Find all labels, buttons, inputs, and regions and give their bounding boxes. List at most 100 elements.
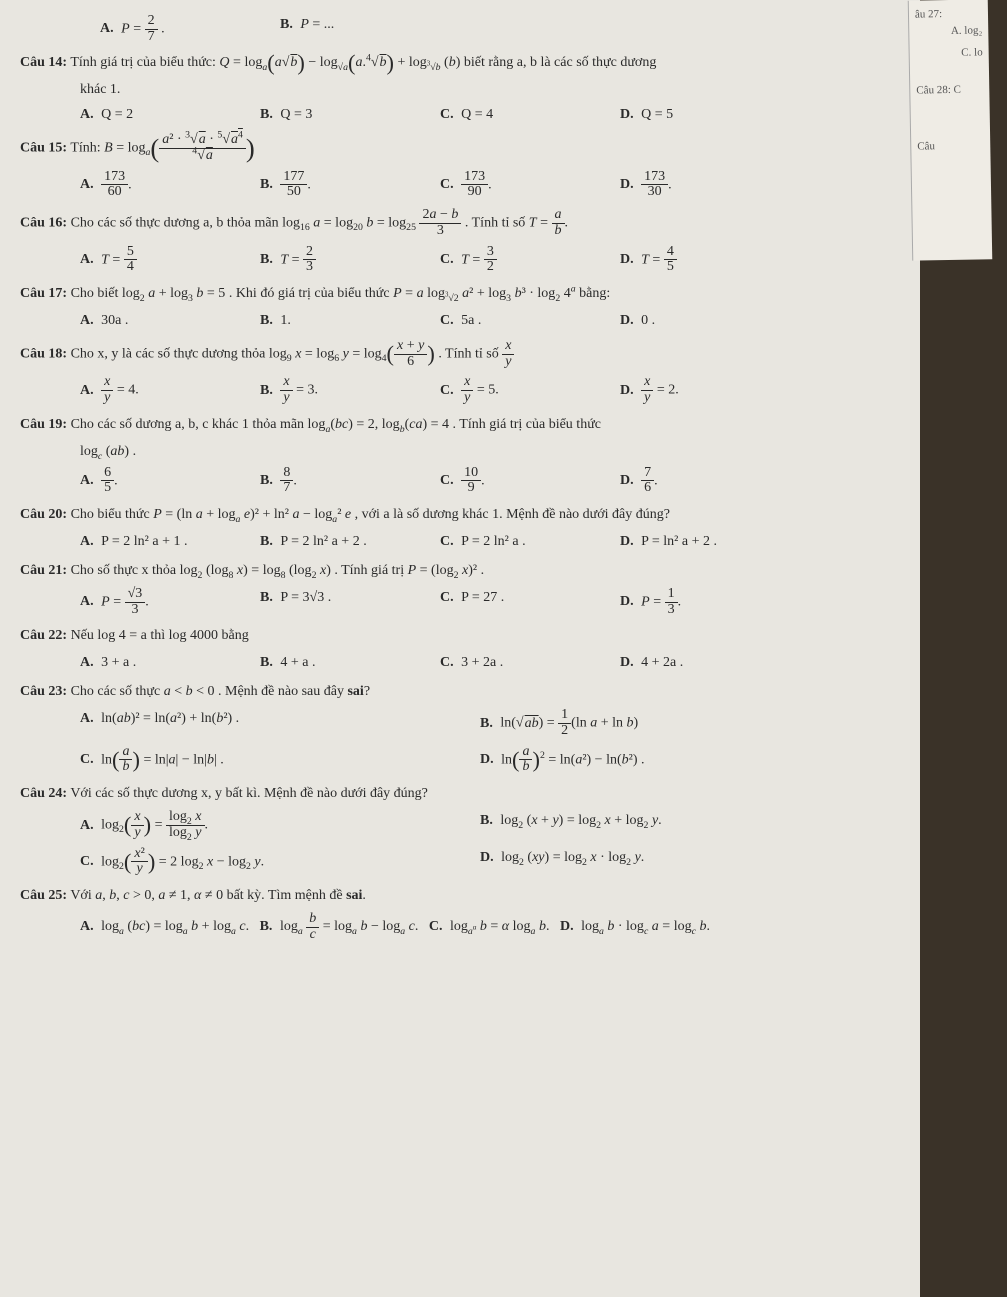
q14-d: D. Q = 5 [620,104,770,125]
q25-label: Câu 25: [20,888,67,903]
prev-a: A. P = 27 . [100,14,250,44]
q18-b: B. xy = 3. [260,375,410,405]
q24: Câu 24: Với các số thực dương x, y bất k… [20,783,900,804]
q22-d: D. 4 + 2a . [620,652,770,673]
q19-choices: A. 65. B. 87. C. 109. D. 76. [80,466,900,496]
q22-label: Câu 22: [20,628,67,643]
q17: Câu 17: Cho biết log2 a + log3 b = 5 . K… [20,283,900,304]
q21-label: Câu 21: [20,563,67,578]
q18-choices: A. xy = 4. B. xy = 3. C. xy = 5. D. xy =… [80,375,900,405]
q19-b: B. 87. [260,466,410,496]
q24-b: B. log2 (x + y) = log2 x + log2 y. [480,810,662,840]
q24-choices-1: A. log2(xy) = log2 xlog2 y. B. log2 (x +… [80,810,900,840]
q16-b: B. T = 23 [260,245,410,275]
q15-a: A. 17360. [80,170,230,200]
q18: Câu 18: Cho x, y là các số thực dương th… [20,339,900,369]
q14-tail: biết rằng a, b là các số thực dương [464,55,656,70]
q23-d: D. ln(ab)2 = ln(a²) − ln(b²) . [480,745,644,775]
q17-c: C. 5a . [440,310,590,331]
q15-d: D. 17330. [620,170,770,200]
q15-text: Tính: [70,141,100,156]
q22-lead: Nếu log 4 = a thì log 4000 bằng [71,628,249,643]
q20-lead: Cho biểu thức [71,507,150,522]
q20-b: B. P = 2 ln² a + 2 . [260,531,410,552]
q16-a: A. T = 54 [80,245,230,275]
q15: Câu 15: Tính: B = loga(a² · 3√a · 5√a44√… [20,133,900,163]
q23: Câu 23: Cho các số thực a < b < 0 . Mệnh… [20,681,900,702]
side-strip: âu 27: A. log₂ C. lo Câu 28: C Câu [908,0,993,261]
q15-c: C. 17390. [440,170,590,200]
side-l3: C. lo [916,44,983,62]
q21-c: C. P = 27 . [440,587,590,617]
q24-c: C. log2(x²y) = 2 log2 x − log2 y. [80,847,420,877]
q20-label: Câu 20: [20,507,67,522]
q19-d: D. 76. [620,466,770,496]
q20-mid: , với a là số dương khác 1. Mệnh đề nào … [355,507,670,522]
q23-lead: Cho các số thực a < b < 0 . Mệnh đề nào … [71,684,370,699]
q16-choices: A. T = 54 B. T = 23 C. T = 32 D. T = 45 [80,245,900,275]
q18-lead: Cho x, y là các số thực dương thỏa [71,346,266,361]
q14: Câu 14: Tính giá trị của biểu thức: Q = … [20,52,900,73]
q15-b: B. 17750. [260,170,410,200]
q21-mid: . Tính giá trị [334,563,404,578]
q14-label: Câu 14: [20,55,67,70]
q19-a: A. 65. [80,466,230,496]
prev-choices: A. P = 27 . B. P = ... [100,14,900,44]
q16-mid: . Tính tỉ số [465,216,525,231]
prev-b: B. P = ... [280,14,430,44]
q24-choices-2: C. log2(x²y) = 2 log2 x − log2 y. D. log… [80,847,900,877]
q16-label: Câu 16: [20,216,67,231]
q17-lead: Cho biết [71,286,119,301]
q22-choices: A. 3 + a . B. 4 + a . C. 3 + 2a . D. 4 +… [80,652,900,673]
q19-lead: Cho các số dương a, b, c khác 1 thỏa mãn [71,417,304,432]
q15-choices: A. 17360. B. 17750. C. 17390. D. 17330. [80,170,900,200]
q21-lead: Cho số thực x thỏa [71,563,177,578]
q22: Câu 22: Nếu log 4 = a thì log 4000 bằng [20,625,900,646]
q14-c: C. Q = 4 [440,104,590,125]
q24-a: A. log2(xy) = log2 xlog2 y. [80,810,420,840]
q18-a: A. xy = 4. [80,375,230,405]
q17-choices: A. 30a . B. 1. C. 5a . D. 0 . [80,310,900,331]
q20-choices: A. P = 2 ln² a + 1 . B. P = 2 ln² a + 2 … [80,531,900,552]
q22-c: C. 3 + 2a . [440,652,590,673]
q14-choices: A. Q = 2 B. Q = 3 C. Q = 4 D. Q = 5 [80,104,900,125]
q23-choices-1: A. ln(ab)² = ln(a²) + ln(b²) . B. ln(√ab… [80,708,900,738]
q18-mid: . Tính tỉ số [438,346,498,361]
q20-a: A. P = 2 ln² a + 1 . [80,531,230,552]
q17-mid: . Khi đó giá trị của biểu thức [229,286,390,301]
q24-label: Câu 24: [20,786,67,801]
q16: Câu 16: Cho các số thực dương a, b thỏa … [20,208,900,238]
q23-choices-2: C. ln(ab) = ln|a| − ln|b| . D. ln(ab)2 =… [80,745,900,775]
q17-label: Câu 17: [20,286,67,301]
side-l1: âu 27: [915,5,982,23]
q14-b: B. Q = 3 [260,104,410,125]
q25-d: D. loga b · logc a = logc b. [560,919,710,934]
q22-b: B. 4 + a . [260,652,410,673]
q14-a: A. Q = 2 [80,104,230,125]
q15-label: Câu 15: [20,141,67,156]
q17-a: A. 30a . [80,310,230,331]
side-l5: Câu [917,137,984,155]
q25-c: C. logaα b = α loga b. [429,919,550,934]
q18-c: C. xy = 5. [440,375,590,405]
q19-c: C. 109. [440,466,590,496]
q23-label: Câu 23: [20,684,67,699]
q21-a: A. P = √33. [80,587,230,617]
side-l2: A. log₂ [915,22,982,40]
q22-a: A. 3 + a . [80,652,230,673]
q25-lead: Với a, b, c > 0, a ≠ 1, α ≠ 0 bất kỳ. Tì… [70,888,366,903]
q16-lead: Cho các số thực dương a, b thỏa mãn [71,216,279,231]
q25: Câu 25: Với a, b, c > 0, a ≠ 1, α ≠ 0 bấ… [20,885,900,906]
page: A. P = 27 . B. P = ... Câu 14: Tính giá … [0,0,920,1297]
q25-choices: A. loga (bc) = loga b + loga c. B. loga … [80,912,900,942]
q19: Câu 19: Cho các số dương a, b, c khác 1 … [20,414,900,435]
q20-d: D. P = ln² a + 2 . [620,531,770,552]
q17-b: B. 1. [260,310,410,331]
q23-b: B. ln(√ab) = 12(ln a + ln b) [480,708,638,738]
q17-tail: bằng: [579,286,610,301]
q18-d: D. xy = 2. [620,375,770,405]
q24-d: D. log2 (xy) = log2 x · log2 y. [480,847,644,877]
q19-expr2: logc (ab) . [80,441,900,462]
side-l4: Câu 28: C [916,81,983,99]
q25-a: A. loga (bc) = loga b + loga c. [80,919,249,934]
